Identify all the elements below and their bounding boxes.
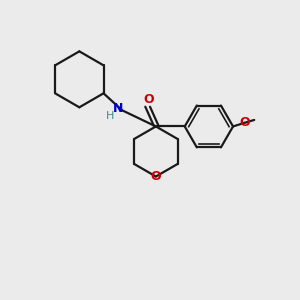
Text: N: N bbox=[112, 102, 123, 115]
Text: O: O bbox=[239, 116, 250, 129]
Text: H: H bbox=[106, 110, 114, 121]
Text: O: O bbox=[151, 170, 161, 183]
Text: O: O bbox=[143, 93, 154, 106]
